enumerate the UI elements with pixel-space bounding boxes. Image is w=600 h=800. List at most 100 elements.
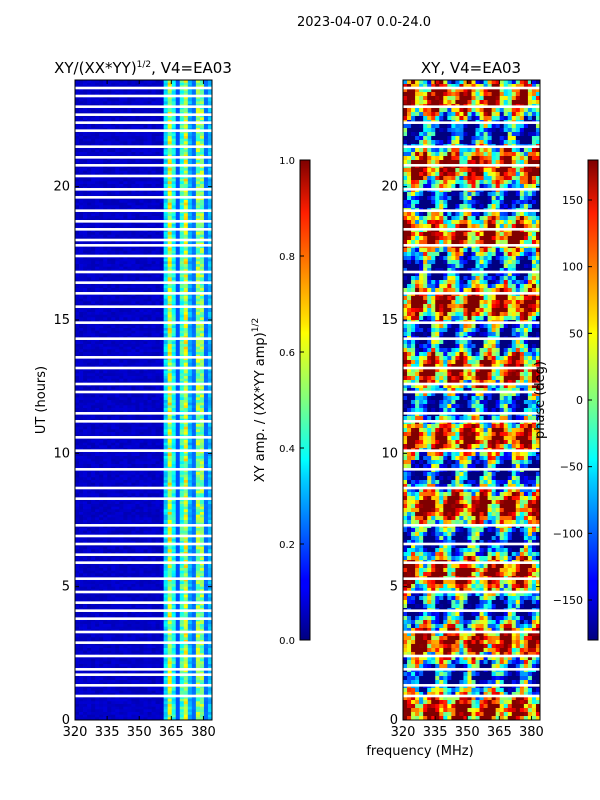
amplitude-cell [147, 80, 152, 84]
amplitude-cell [207, 232, 213, 236]
amplitude-cell [75, 288, 80, 292]
amplitude-cell [179, 80, 185, 84]
amplitude-cell [171, 314, 177, 318]
amplitude-cell [195, 178, 201, 182]
amplitude-cell [159, 117, 165, 121]
amplitude-cell [179, 285, 185, 289]
amplitude-cell [103, 288, 108, 292]
amplitude-cell [75, 357, 80, 361]
amplitude-cell [203, 360, 209, 364]
amplitude-cell [151, 416, 156, 420]
amplitude-cell [183, 298, 189, 302]
amplitude-cell [95, 176, 100, 180]
amplitude-cell [167, 445, 173, 449]
amplitude-cell [195, 314, 201, 318]
amplitude-cell [171, 176, 177, 180]
amplitude-cell [207, 429, 213, 433]
amplitude-cell [87, 464, 92, 468]
amplitude-cell [135, 421, 140, 425]
amplitude-cell [111, 160, 116, 164]
amplitude-cell [91, 229, 96, 233]
amplitude-cell [163, 450, 169, 454]
amplitude-cell [195, 402, 201, 406]
amplitude-cell [143, 392, 148, 396]
amplitude-cell [83, 101, 88, 105]
amplitude-cell [119, 362, 124, 366]
amplitude-cell [155, 117, 161, 121]
amplitude-cell [123, 397, 128, 401]
amplitude-cell [139, 370, 144, 374]
amplitude-cell [83, 205, 88, 209]
amplitude-cell [139, 106, 144, 110]
amplitude-cell [107, 392, 112, 396]
amplitude-cell [75, 333, 80, 337]
amplitude-cell [143, 258, 148, 262]
amplitude-cell [123, 256, 128, 260]
amplitude-cell [187, 157, 193, 161]
amplitude-cell [199, 189, 205, 193]
amplitude-cell [163, 125, 169, 129]
amplitude-cell [103, 165, 108, 169]
amplitude-cell [123, 392, 128, 396]
amplitude-cell [187, 312, 193, 316]
amplitude-cell [99, 392, 104, 396]
amplitude-cell [131, 346, 136, 350]
amplitude-cell [163, 378, 169, 382]
amplitude-cell [151, 192, 156, 196]
amplitude-cell [103, 98, 108, 102]
amplitude-cell [163, 306, 169, 310]
amplitude-cell [203, 234, 209, 238]
amplitude-cell [179, 301, 185, 305]
amplitude-cell [207, 306, 213, 310]
amplitude-cell [127, 442, 132, 446]
amplitude-cell [151, 325, 156, 329]
amplitude-cell [195, 88, 201, 92]
amplitude-cell [167, 456, 173, 460]
amplitude-cell [95, 232, 100, 236]
amplitude-cell [99, 245, 104, 249]
amplitude-cell [95, 421, 100, 425]
amplitude-cell [187, 357, 193, 361]
amplitude-cell [183, 80, 189, 84]
amplitude-cell [135, 397, 140, 401]
amplitude-cell [103, 397, 108, 401]
amplitude-cell [195, 261, 201, 265]
amplitude-cell [75, 82, 80, 86]
amplitude-cell [99, 157, 104, 161]
amplitude-cell [127, 288, 132, 292]
amplitude-cell [175, 152, 181, 156]
amplitude-cell [163, 98, 169, 102]
amplitude-cell [139, 333, 144, 337]
amplitude-cell [99, 357, 104, 361]
amplitude-cell [99, 312, 104, 316]
amplitude-cell [115, 349, 120, 353]
amplitude-cell [187, 421, 193, 425]
amplitude-cell [135, 202, 140, 206]
amplitude-cell [111, 282, 116, 286]
amplitude-cell [103, 402, 108, 406]
amplitude-cell [151, 250, 156, 254]
amplitude-cell [135, 138, 140, 142]
amplitude-cell [175, 245, 181, 249]
amplitude-cell [183, 125, 189, 129]
amplitude-cell [135, 189, 140, 193]
amplitude-cell [131, 80, 136, 84]
amplitude-cell [79, 416, 84, 420]
amplitude-cell [199, 210, 205, 214]
amplitude-cell [107, 309, 112, 313]
amplitude-cell [183, 309, 189, 313]
amplitude-cell [127, 362, 132, 366]
amplitude-cell [115, 352, 120, 356]
amplitude-cell [143, 442, 148, 446]
amplitude-cell [203, 88, 209, 92]
amplitude-cell [191, 453, 197, 457]
amplitude-cell [187, 197, 193, 201]
amplitude-cell [91, 413, 96, 417]
amplitude-cell [131, 256, 136, 260]
amplitude-cell [151, 333, 156, 337]
amplitude-cell [91, 426, 96, 430]
amplitude-cell [95, 440, 100, 444]
amplitude-cell [203, 368, 209, 372]
amplitude-cell [111, 322, 116, 326]
amplitude-cell [119, 349, 124, 353]
